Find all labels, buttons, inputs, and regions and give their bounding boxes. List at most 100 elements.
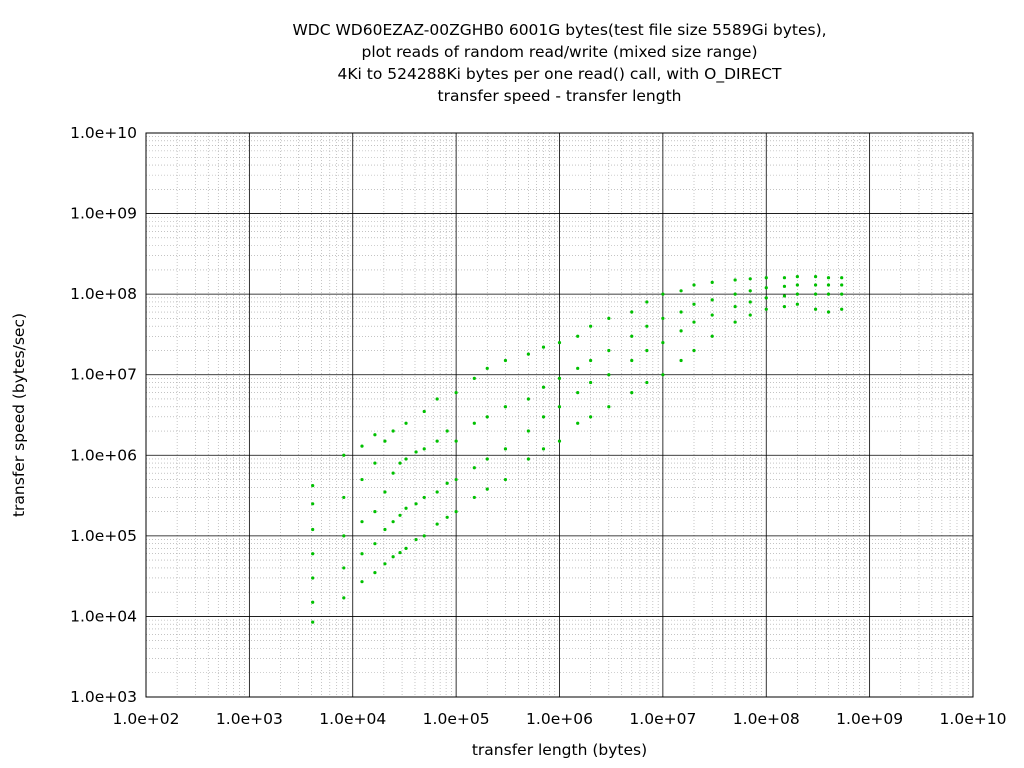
data-points	[311, 275, 844, 624]
data-point	[630, 358, 634, 363]
data-point	[679, 310, 683, 314]
data-point	[826, 310, 831, 314]
data-point	[404, 457, 408, 461]
x-tick-label: 1.0e+03	[216, 710, 283, 728]
data-point	[373, 510, 377, 514]
data-point	[661, 316, 665, 320]
data-point	[645, 380, 649, 385]
data-point	[710, 280, 714, 284]
y-tick-label: 1.0e+05	[70, 527, 137, 545]
data-point	[398, 550, 402, 555]
data-point	[454, 439, 458, 443]
data-point	[342, 495, 346, 500]
data-point	[679, 289, 683, 293]
data-point	[764, 296, 768, 300]
data-point	[342, 566, 346, 570]
data-point	[710, 313, 714, 317]
data-point	[630, 334, 634, 338]
data-point	[782, 284, 787, 288]
data-point	[813, 292, 818, 296]
data-point	[826, 276, 831, 280]
x-tick-label: 1.0e+10	[940, 710, 1007, 728]
data-point	[454, 477, 458, 482]
data-point	[311, 620, 315, 624]
data-point	[576, 334, 580, 338]
data-point	[404, 421, 408, 425]
data-point	[454, 510, 458, 514]
y-tick-label: 1.0e+10	[70, 124, 137, 142]
data-point	[541, 385, 546, 389]
y-tick-label: 1.0e+09	[70, 205, 137, 223]
data-point	[576, 366, 580, 370]
data-point	[373, 461, 377, 465]
data-point	[454, 390, 458, 395]
data-point	[503, 447, 508, 451]
data-point	[679, 358, 683, 363]
data-point	[782, 305, 787, 309]
data-point	[422, 534, 426, 538]
data-point	[576, 421, 580, 425]
data-point	[576, 390, 580, 395]
data-point	[360, 444, 364, 448]
y-tick-label: 1.0e+03	[70, 688, 137, 706]
data-point	[795, 275, 799, 279]
data-point	[472, 495, 476, 500]
data-point	[748, 313, 752, 317]
data-point	[526, 457, 530, 461]
data-point	[435, 439, 439, 443]
data-point	[422, 409, 426, 414]
data-point	[840, 276, 844, 280]
data-point	[607, 405, 611, 409]
y-tick-label: 1.0e+04	[70, 607, 137, 625]
data-point	[383, 527, 387, 532]
data-point	[692, 302, 696, 306]
data-point	[311, 484, 315, 488]
y-tick-label: 1.0e+08	[70, 285, 137, 303]
data-point	[795, 283, 799, 287]
data-point	[435, 397, 439, 401]
data-point	[485, 457, 489, 461]
data-point	[733, 292, 737, 296]
data-point	[391, 429, 395, 433]
data-point	[398, 513, 402, 517]
data-point	[414, 450, 418, 454]
data-point	[360, 580, 364, 584]
data-point	[383, 490, 387, 494]
data-point	[557, 341, 562, 345]
data-point	[630, 310, 634, 314]
x-tick-label: 1.0e+05	[423, 710, 490, 728]
data-point	[692, 348, 696, 353]
x-tick-label: 1.0e+07	[629, 710, 696, 728]
data-point	[311, 552, 315, 556]
data-point	[782, 276, 787, 280]
plot-frame	[145, 132, 974, 698]
data-point	[435, 490, 439, 494]
data-point	[782, 294, 787, 298]
chart-title: WDC WD60EZAZ-00ZGHB0 6001G bytes(test fi…	[146, 19, 973, 107]
data-point	[630, 390, 634, 395]
data-point	[557, 376, 562, 381]
data-point	[360, 520, 364, 524]
data-point	[342, 596, 346, 600]
data-point	[404, 546, 408, 550]
x-tick-label: 1.0e+04	[319, 710, 386, 728]
data-point	[445, 481, 449, 485]
data-point	[383, 439, 387, 443]
data-point	[826, 283, 831, 287]
chart-title-line-3: 4Ki to 524288Ki bytes per one read() cal…	[337, 65, 782, 83]
data-point	[414, 502, 418, 506]
x-tick-label: 1.0e+09	[836, 710, 903, 728]
data-point	[692, 283, 696, 287]
data-point	[840, 307, 844, 311]
y-axis-title: transfer speed (bytes/sec)	[10, 313, 28, 517]
data-point	[445, 515, 449, 519]
axis-ticks: 1.0e+02 1.0e+03 1.0e+04 1.0e+05 1.0e+06 1.0e+…	[70, 124, 1006, 728]
data-point	[503, 405, 508, 409]
data-point	[679, 329, 683, 333]
data-point	[710, 334, 714, 338]
x-tick-label: 1.0e+02	[113, 710, 180, 728]
data-point	[342, 534, 346, 538]
chart-title-line-4: transfer speed - transfer length	[437, 87, 682, 105]
data-point	[503, 477, 508, 482]
